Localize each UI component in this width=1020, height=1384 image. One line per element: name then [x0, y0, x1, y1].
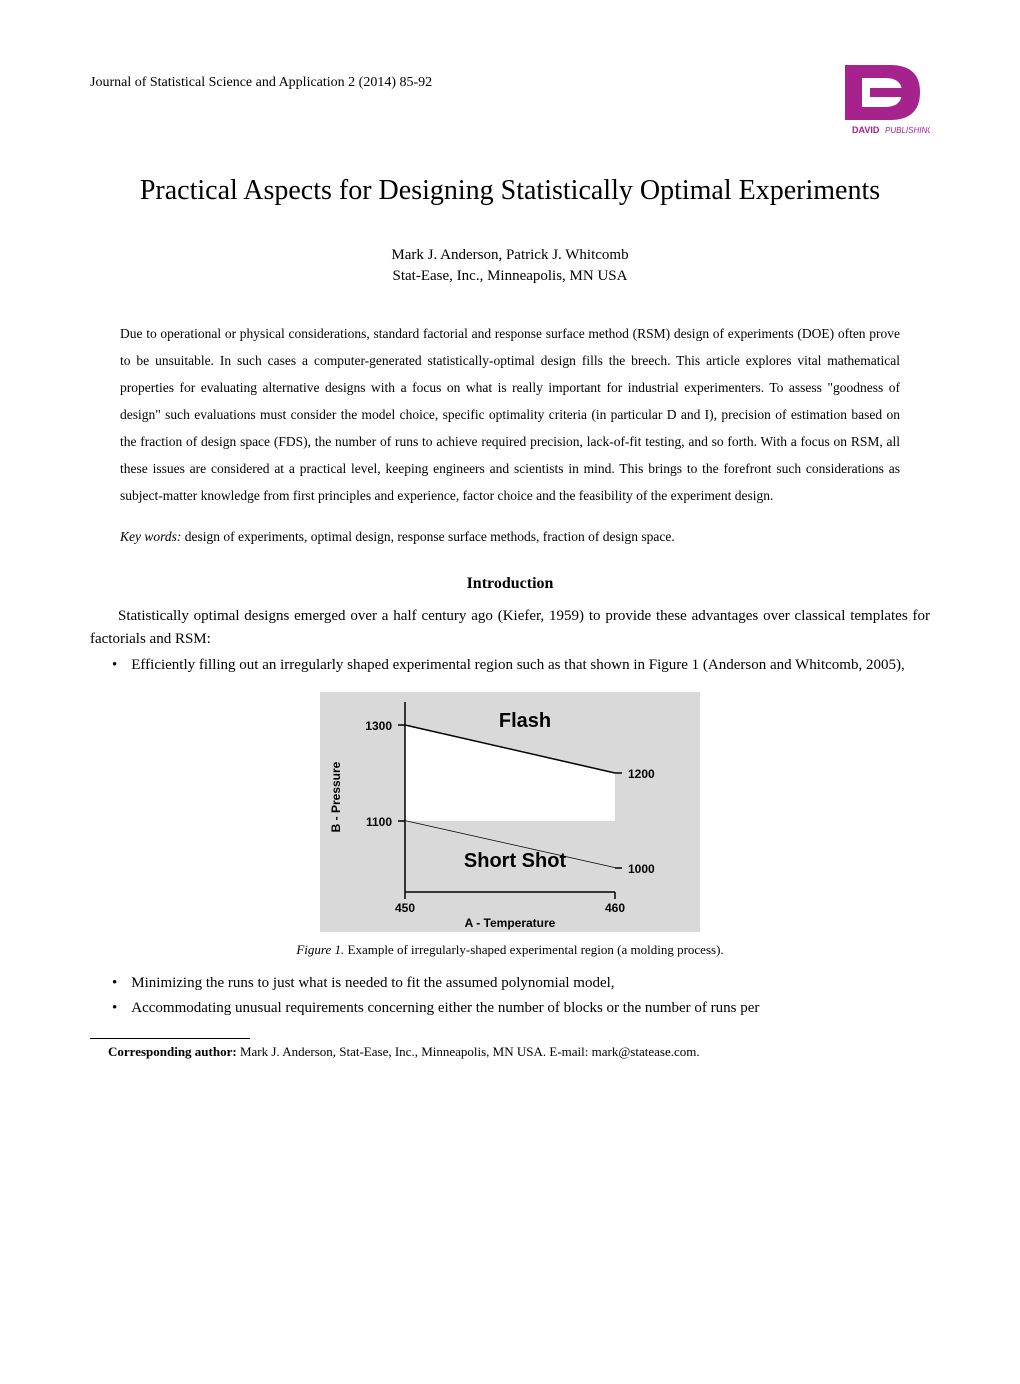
bullet-text-1: Efficiently filling out an irregularly s… — [131, 654, 930, 677]
bullet-marker: • — [112, 654, 117, 677]
bullet-item-1: • Efficiently filling out an irregularly… — [90, 654, 930, 677]
intro-paragraph: Statistically optimal designs emerged ov… — [90, 605, 930, 652]
ytick-1200: 1200 — [628, 767, 655, 781]
bullet-marker: • — [112, 972, 117, 995]
ytick-1300: 1300 — [365, 719, 392, 733]
bullet-item-3: • Accommodating unusual requirements con… — [90, 997, 930, 1020]
affiliation: Stat-Ease, Inc., Minneapolis, MN USA — [90, 268, 930, 285]
ytick-1100: 1100 — [366, 815, 392, 829]
bullet-text-2: Minimizing the runs to just what is need… — [131, 972, 930, 995]
keywords-label: Key words: — [120, 529, 181, 544]
figure-1-caption: Figure 1. Example of irregularly-shaped … — [90, 942, 930, 958]
journal-title: Journal of Statistical Science and Appli… — [90, 75, 432, 91]
ylabel: B - Pressure — [329, 761, 343, 832]
bullet-item-2: • Minimizing the runs to just what is ne… — [90, 972, 930, 995]
xtick-450: 450 — [395, 901, 415, 915]
keywords: Key words: design of experiments, optima… — [120, 529, 900, 545]
header-row: Journal of Statistical Science and Appli… — [90, 60, 930, 145]
bullet-text-3: Accommodating unusual requirements conce… — [131, 997, 930, 1020]
footer-label: Corresponding author: — [108, 1044, 237, 1059]
publisher-logo: DAVID PUBLISHING — [790, 60, 930, 145]
paper-title: Practical Aspects for Designing Statisti… — [90, 170, 930, 212]
footer-rule — [90, 1038, 250, 1039]
section-heading-introduction: Introduction — [90, 575, 930, 593]
authors: Mark J. Anderson, Patrick J. Whitcomb — [90, 247, 930, 264]
logo-text-publishing: PUBLISHING — [885, 126, 930, 135]
xlabel: A - Temperature — [465, 916, 556, 930]
xtick-460: 460 — [605, 901, 625, 915]
figure-1-chart: 450 460 1100 1300 1000 1200 Flash Short … — [320, 692, 700, 932]
ytick-1000: 1000 — [628, 862, 655, 876]
footer-text-content: Mark J. Anderson, Stat-Ease, Inc., Minne… — [237, 1044, 700, 1059]
keywords-text: design of experiments, optimal design, r… — [181, 529, 674, 544]
abstract: Due to operational or physical considera… — [120, 320, 900, 509]
corresponding-author: Corresponding author: Mark J. Anderson, … — [90, 1044, 930, 1060]
figure-caption-label: Figure 1. — [296, 942, 344, 957]
figure-1: 450 460 1100 1300 1000 1200 Flash Short … — [90, 692, 930, 937]
bullet-marker: • — [112, 997, 117, 1020]
region-label-shortshot: Short Shot — [464, 850, 567, 872]
logo-text-david: DAVID — [852, 125, 880, 135]
region-label-flash: Flash — [499, 710, 551, 732]
figure-caption-text: Example of irregularly-shaped experiment… — [344, 942, 723, 957]
